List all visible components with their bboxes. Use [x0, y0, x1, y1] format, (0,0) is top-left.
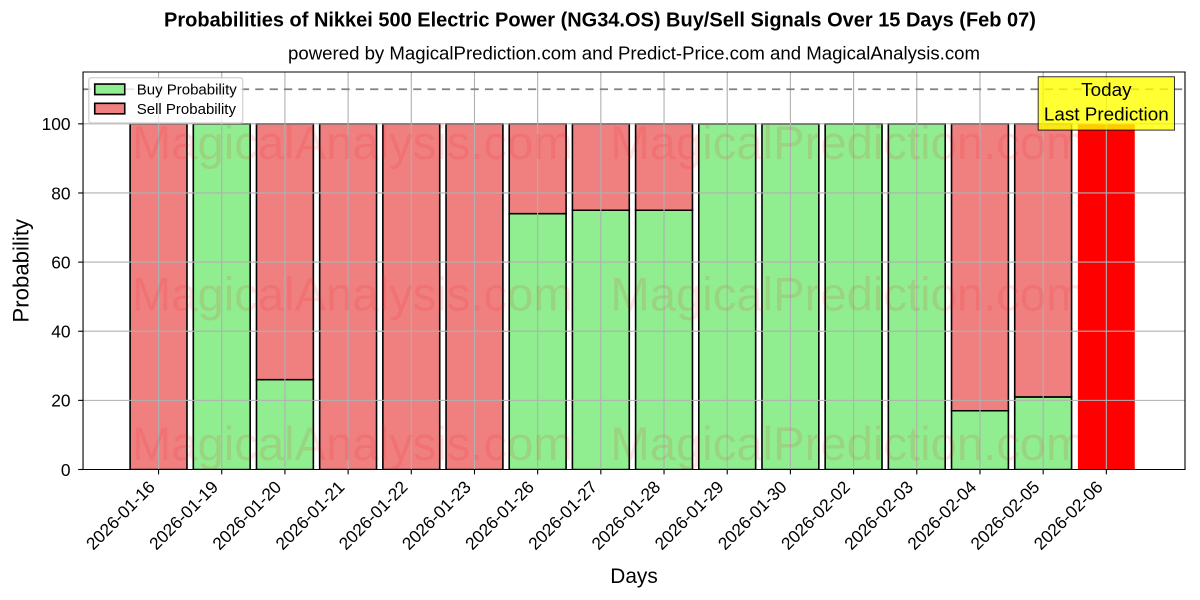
- svg-text:MagicalPrediction.com: MagicalPrediction.com: [610, 418, 1085, 471]
- svg-text:Days: Days: [610, 565, 657, 588]
- svg-text:Sell Probability: Sell Probability: [137, 101, 237, 118]
- svg-text:100: 100: [42, 114, 71, 134]
- svg-text:20: 20: [51, 391, 70, 411]
- svg-text:60: 60: [51, 252, 70, 272]
- svg-text:Buy Probability: Buy Probability: [137, 82, 238, 99]
- svg-text:MagicalAnalysis.com: MagicalAnalysis.com: [132, 269, 573, 322]
- svg-text:40: 40: [51, 322, 70, 342]
- svg-text:powered by MagicalPrediction.c: powered by MagicalPrediction.com and Pre…: [288, 42, 980, 63]
- svg-text:Today: Today: [1081, 80, 1132, 101]
- svg-text:80: 80: [51, 183, 70, 203]
- svg-text:Probability: Probability: [9, 218, 34, 323]
- svg-text:MagicalAnalysis.com: MagicalAnalysis.com: [132, 418, 573, 471]
- svg-text:MagicalAnalysis.com: MagicalAnalysis.com: [132, 117, 573, 170]
- svg-text:MagicalPrediction.com: MagicalPrediction.com: [610, 269, 1085, 322]
- svg-text:0: 0: [61, 460, 71, 480]
- svg-text:Last Prediction: Last Prediction: [1044, 105, 1169, 126]
- svg-text:Probabilities of Nikkei 500 El: Probabilities of Nikkei 500 Electric Pow…: [164, 9, 1036, 31]
- svg-text:MagicalPrediction.com: MagicalPrediction.com: [610, 117, 1085, 170]
